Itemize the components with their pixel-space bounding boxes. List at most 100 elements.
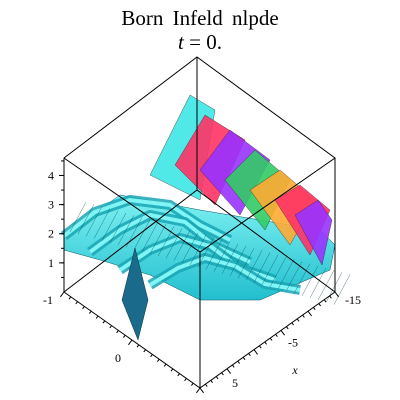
surface-mesh-line — [277, 259, 295, 290]
surface-mesh-line — [141, 221, 159, 252]
z-tick-label: 1 — [48, 256, 54, 270]
x-tick-mark — [275, 333, 278, 337]
x-tick-mark — [231, 364, 235, 368]
y-tick-mark — [136, 344, 140, 348]
x-tick-mark — [253, 349, 259, 355]
x-tick-mark — [237, 360, 241, 364]
x-tick-mark — [215, 376, 219, 380]
surface-mesh-line — [333, 274, 351, 305]
x-tick-mark — [323, 299, 327, 303]
y-tick-mark — [123, 334, 126, 338]
x-tick-mark — [318, 303, 322, 307]
y-tick-mark — [177, 373, 181, 377]
y-tick-mark — [60, 291, 65, 298]
y-tick-mark — [163, 363, 167, 367]
surface-mesh-line — [261, 254, 279, 285]
x-tick-mark — [199, 387, 205, 394]
surface-mesh-line — [237, 248, 255, 279]
surface-mesh-line — [309, 267, 327, 299]
surface-mesh-line — [285, 261, 303, 292]
x-tick-mark — [269, 337, 273, 341]
z-tick-label: 2 — [48, 227, 54, 241]
y-tick-mark — [82, 306, 85, 310]
surface-mesh-line — [189, 234, 207, 266]
surface-mesh-line — [213, 241, 231, 272]
y-tick-mark — [150, 354, 153, 358]
x-tick-mark — [226, 368, 232, 374]
x-tick-mark — [291, 322, 295, 326]
surface-ridge-highlight — [62, 198, 231, 242]
x-axis-label: x — [291, 363, 298, 377]
surface-mesh-line — [93, 208, 111, 239]
y-tick-mark — [127, 339, 133, 346]
x-tick-mark — [248, 353, 251, 357]
x-tick-mark — [302, 314, 305, 318]
surface-mesh-line — [181, 232, 199, 263]
y-tick-mark — [68, 296, 72, 300]
x-tick-mark — [258, 345, 262, 349]
y-tick-mark — [190, 382, 194, 386]
surface-mesh-line — [229, 245, 247, 277]
surface-sheet — [294, 199, 333, 266]
x-tick-mark — [221, 372, 224, 376]
x-tick-mark — [280, 330, 286, 336]
box-bottom-back-edges — [63, 189, 336, 293]
surface-mesh-line — [69, 201, 87, 233]
y-tick-mark — [170, 368, 174, 372]
surface-mesh-line — [157, 226, 175, 257]
x-tick-mark — [210, 380, 214, 384]
surface-mesh-line — [173, 230, 191, 261]
chart-title: Born Infeld nlpde — [121, 6, 279, 30]
y-tick-mark — [195, 387, 201, 394]
surface-mesh — [60, 94, 351, 341]
surface-mesh-line — [269, 256, 287, 288]
chart-subtitle: t = 0. — [0, 30, 400, 55]
x-tick-mark — [285, 326, 289, 330]
surface-mesh-line — [77, 204, 95, 235]
surface-mesh-line — [197, 237, 215, 268]
x-tick-label: -15 — [345, 293, 361, 307]
surface-mesh-line — [221, 243, 239, 274]
y-tick-mark — [116, 330, 119, 334]
x-tick-label: 5 — [232, 376, 238, 390]
x-tick-mark — [242, 356, 246, 360]
surface-mesh-line — [293, 263, 311, 294]
x-tick-mark — [296, 318, 300, 322]
y-tick-mark — [184, 378, 187, 382]
surface-mesh-line — [301, 265, 319, 296]
surface-mesh-line — [165, 228, 183, 259]
surface-mesh-line — [325, 272, 343, 303]
x-tick-mark — [334, 291, 340, 298]
surface-mesh-line — [205, 239, 223, 270]
surface-mesh-line — [85, 206, 103, 237]
surface-spike — [121, 247, 149, 341]
y-tick-mark — [143, 349, 147, 353]
y-tick-mark — [95, 315, 99, 319]
z-tick-label: 4 — [48, 168, 54, 182]
surface-mesh-line — [253, 252, 271, 283]
y-tick-label: 0 — [115, 351, 121, 365]
y-tick-mark — [156, 358, 160, 362]
x-tick-mark — [204, 383, 208, 387]
surface-mesh-line — [149, 223, 167, 255]
surface-mesh-line — [109, 212, 127, 244]
surface-mesh-line — [245, 250, 263, 281]
x-tick-mark — [264, 341, 268, 345]
x-tick-mark — [307, 310, 313, 317]
z-tick-label: 3 — [48, 198, 54, 212]
y-tick-mark — [75, 301, 78, 305]
surface-mesh-line — [117, 215, 135, 246]
y-tick-mark — [109, 325, 112, 329]
x-tick-mark — [312, 307, 316, 311]
surface-mesh-line — [133, 219, 151, 250]
subtitle-value: 0. — [206, 30, 222, 54]
subtitle-variable: t — [178, 30, 184, 54]
x-tick-mark — [329, 295, 332, 299]
y-tick-mark — [89, 310, 92, 314]
axis-ticks — [59, 160, 340, 394]
y-tick-label: -1 — [43, 293, 53, 307]
x-tick-label: -5 — [288, 335, 298, 349]
y-tick-mark — [102, 320, 106, 324]
surface-mesh-line — [101, 210, 119, 241]
